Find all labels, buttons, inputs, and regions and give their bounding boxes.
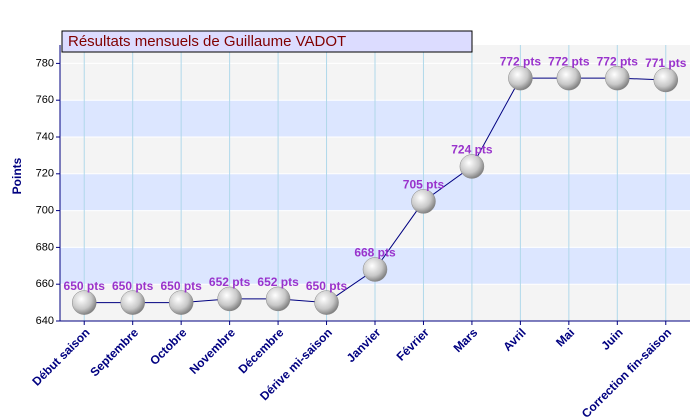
point-marker [362,257,388,282]
data-label: 650 pts [112,279,154,293]
point-marker [71,290,97,315]
point-marker [459,154,485,179]
y-tick-label: 720 [36,168,54,180]
point-marker [653,67,679,93]
y-tick-label: 680 [36,241,54,253]
data-label: 668 pts [354,246,396,260]
x-tick-label: Octobre [147,325,190,368]
x-tick-label: Début saison [29,325,92,388]
x-tick-label: Avril [500,325,528,353]
data-label: 772 pts [548,54,590,68]
x-tick-label: Correction fin-saison [579,325,674,420]
y-tick-label: 780 [36,57,54,69]
point-marker [556,65,582,91]
data-label: 771 pts [645,56,687,70]
data-label: 772 pts [597,54,639,68]
x-tick-label: Février [394,325,432,363]
data-label: 650 pts [160,279,202,293]
data-label: 705 pts [403,178,445,192]
x-tick-label: Septembre [87,325,141,379]
point-marker [605,65,630,91]
point-marker [168,290,194,315]
plot-area: 640 660 680 700 720 740 760 780 Début saisonSept… [29,45,690,420]
point-marker [217,286,242,312]
y-tick-label: 640 [36,315,54,327]
y-tick-label: 760 [36,94,54,106]
point-marker [508,65,533,91]
x-tick-label: Décembre [236,325,287,376]
data-label: 772 pts [500,54,542,68]
data-label: 652 pts [257,275,299,289]
y-axis-label: Points [10,157,24,194]
y-tick-label: 740 [36,131,54,143]
x-tick-label: Janvier [344,325,384,365]
title-box [61,30,473,53]
y-tick-label: 700 [36,205,54,217]
x-tick-label: Mars [451,325,481,355]
data-label: 652 pts [209,275,251,289]
data-label: 650 pts [306,279,348,293]
data-label: 650 pts [64,279,106,293]
x-tick-label: Juin [598,325,625,352]
x-tick-label: Mai [553,325,577,349]
point-marker [265,286,291,312]
point-marker [314,290,339,315]
chart-title: Résultats mensuels de Guillaume VADOT [68,33,346,50]
y-tick-label: 660 [36,278,54,290]
point-marker [411,189,436,214]
x-tick-label: Novembre [187,325,239,377]
point-marker [120,290,145,315]
data-label: 724 pts [451,143,493,157]
